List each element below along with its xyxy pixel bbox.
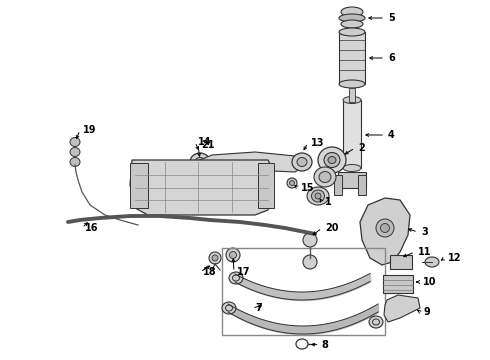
Ellipse shape xyxy=(70,138,80,147)
Text: 14: 14 xyxy=(198,137,212,147)
Ellipse shape xyxy=(343,96,361,104)
Text: 8: 8 xyxy=(321,340,328,350)
Text: 6: 6 xyxy=(388,53,395,63)
Text: 5: 5 xyxy=(388,13,395,23)
Ellipse shape xyxy=(328,157,336,163)
Bar xyxy=(343,100,361,168)
Text: 9: 9 xyxy=(423,307,430,317)
Text: 18: 18 xyxy=(203,267,217,277)
Text: 21: 21 xyxy=(201,140,215,150)
Bar xyxy=(349,88,355,102)
Ellipse shape xyxy=(70,148,80,157)
Text: 7: 7 xyxy=(255,303,262,313)
Text: 13: 13 xyxy=(311,138,324,148)
Ellipse shape xyxy=(297,158,307,166)
Ellipse shape xyxy=(312,190,324,202)
Text: 1: 1 xyxy=(325,197,332,207)
Ellipse shape xyxy=(70,158,80,166)
Ellipse shape xyxy=(339,28,365,36)
Ellipse shape xyxy=(341,7,363,17)
Ellipse shape xyxy=(303,233,317,247)
Bar xyxy=(339,32,365,84)
Bar xyxy=(130,163,148,208)
Text: 2: 2 xyxy=(358,143,365,153)
Text: 10: 10 xyxy=(423,277,437,287)
Ellipse shape xyxy=(190,153,210,171)
Text: 17: 17 xyxy=(237,267,250,277)
Polygon shape xyxy=(360,198,410,265)
Ellipse shape xyxy=(343,165,361,171)
Ellipse shape xyxy=(324,153,340,167)
Ellipse shape xyxy=(318,147,346,173)
Ellipse shape xyxy=(314,167,336,187)
Ellipse shape xyxy=(222,302,236,314)
Text: 20: 20 xyxy=(325,223,339,233)
Text: 15: 15 xyxy=(301,183,315,193)
Bar xyxy=(358,175,366,195)
Ellipse shape xyxy=(290,180,294,185)
Polygon shape xyxy=(195,152,308,172)
Ellipse shape xyxy=(425,257,439,267)
Ellipse shape xyxy=(307,187,329,205)
Text: 16: 16 xyxy=(85,223,98,233)
Text: 4: 4 xyxy=(388,130,395,140)
Ellipse shape xyxy=(376,219,394,237)
Bar xyxy=(338,172,366,188)
Ellipse shape xyxy=(209,252,221,264)
Text: 12: 12 xyxy=(448,253,462,263)
Ellipse shape xyxy=(195,158,205,166)
Ellipse shape xyxy=(339,14,365,22)
Ellipse shape xyxy=(226,248,240,262)
Bar xyxy=(258,163,274,208)
Polygon shape xyxy=(130,160,272,215)
Text: 3: 3 xyxy=(421,227,428,237)
Ellipse shape xyxy=(369,316,383,328)
Text: 11: 11 xyxy=(418,247,432,257)
Ellipse shape xyxy=(339,80,365,88)
Bar xyxy=(334,175,342,195)
Ellipse shape xyxy=(341,20,363,28)
Ellipse shape xyxy=(229,252,237,258)
Text: 19: 19 xyxy=(83,125,97,135)
Ellipse shape xyxy=(292,153,312,171)
Bar xyxy=(390,255,412,269)
Ellipse shape xyxy=(287,178,297,188)
Ellipse shape xyxy=(229,272,243,284)
Ellipse shape xyxy=(315,193,321,199)
Ellipse shape xyxy=(381,224,390,233)
Polygon shape xyxy=(384,295,420,322)
Ellipse shape xyxy=(212,255,218,261)
Bar xyxy=(222,248,385,335)
Ellipse shape xyxy=(319,171,331,183)
Ellipse shape xyxy=(303,255,317,269)
Bar xyxy=(383,275,413,293)
